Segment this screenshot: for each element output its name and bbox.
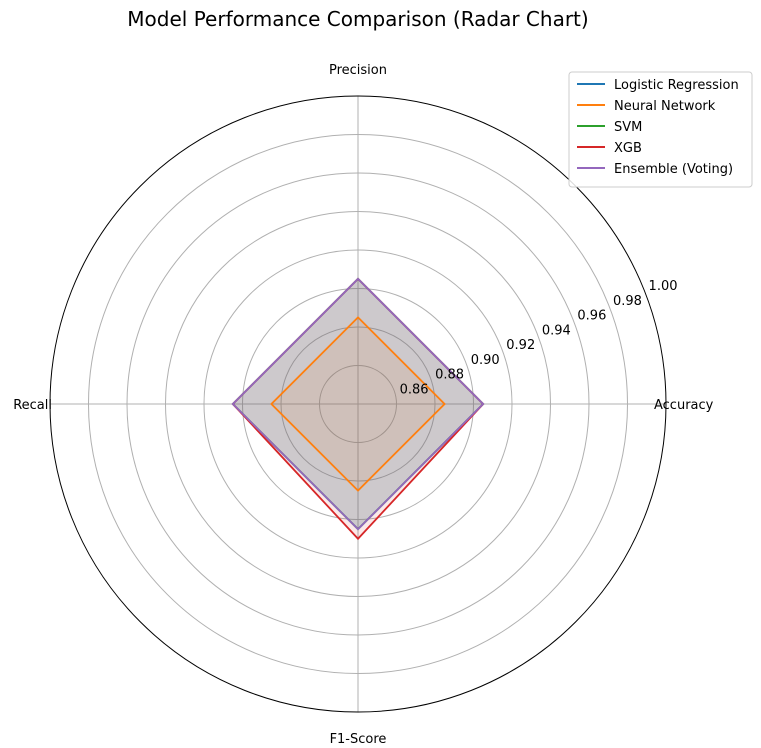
series-fill-3 [232, 278, 484, 539]
legend-label-2: SVM [614, 120, 642, 135]
radar-series [231, 277, 485, 541]
radial-tick-labels: 0.86 0.88 0.90 0.92 0.94 0.96 0.98 1.00 [400, 279, 678, 397]
axis-label-1: Precision [329, 63, 387, 78]
legend-label-0: Logistic Regression [614, 78, 739, 93]
rtick-label-2: 0.90 [471, 353, 500, 368]
axis-label-0: Accuracy [654, 398, 714, 413]
legend: Logistic Regression Neural Network SVM XGB E… [568, 71, 753, 188]
radar-grid [49, 95, 667, 713]
series-line-4 [231, 277, 485, 531]
legend-label-3: XGB [614, 141, 642, 156]
rtick-label-5: 0.96 [577, 309, 606, 324]
chart-title: Model Performance Comparison (Radar Char… [127, 7, 588, 31]
rtick-label-7: 1.00 [649, 279, 678, 294]
outer-frame [49, 95, 667, 713]
axis-labels: Accuracy Precision Recall F1-Score [13, 63, 713, 747]
axis-label-3: F1-Score [330, 732, 387, 747]
rtick-label-1: 0.88 [435, 368, 464, 383]
rtick-label-0: 0.86 [400, 382, 429, 397]
rtick-label-6: 0.98 [613, 294, 642, 309]
legend-label-1: Neural Network [614, 99, 716, 114]
rtick-label-3: 0.92 [506, 338, 535, 353]
axis-label-2: Recall [13, 398, 52, 413]
rtick-label-4: 0.94 [542, 323, 571, 338]
legend-frame [568, 71, 753, 188]
legend-label-4: Ensemble (Voting) [614, 162, 733, 177]
series-line-1 [270, 316, 446, 492]
